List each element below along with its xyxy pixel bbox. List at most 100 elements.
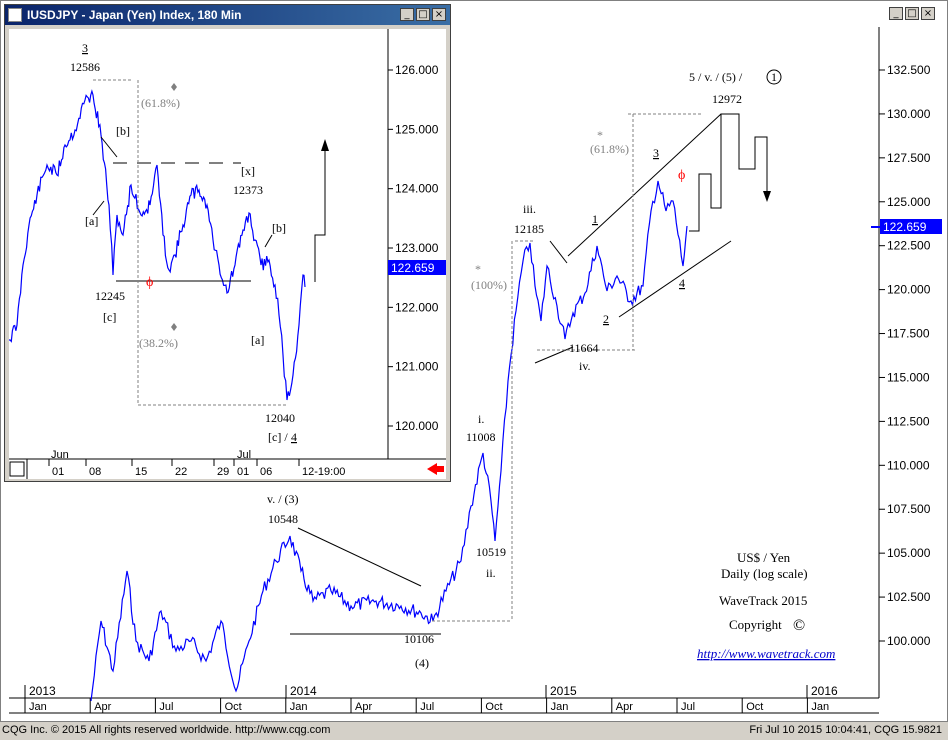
inset-label-fib-618: (61.8%) — [141, 96, 180, 110]
inset-y-axis: 126.000 125.000 124.000 123.000 122.000 121.0… — [388, 63, 439, 433]
label-star-100: * — [475, 262, 481, 276]
main-fib-lines — [432, 113, 701, 622]
pointer-12185 — [549, 240, 568, 264]
inset-x-axis: Jun Jul 01 08 15 22 29 01 06 12-19:00 — [48, 449, 345, 478]
status-bar: CQG Inc. © 2015 All rights reserved worl… — [0, 722, 948, 740]
main-chart: 132.500 130.000 127.500 125.000 122.500 120.0… — [9, 27, 942, 714]
main-y-tick-label: 132.500 — [887, 63, 931, 77]
main-month-label: Jul — [420, 701, 434, 713]
main-window-controls: _ □ × — [889, 7, 935, 20]
label-11008: 11008 — [466, 430, 496, 444]
label-star-618: * — [597, 128, 603, 142]
main-month-label: Apr — [94, 701, 111, 713]
inset-label-c4-a: [c] / — [268, 430, 288, 444]
main-y-tick-label: 127.500 — [887, 151, 931, 165]
inset-label-12586: 12586 — [70, 60, 100, 74]
inset-scroll-arrow-icon[interactable] — [427, 463, 444, 475]
main-year-label: 2014 — [290, 684, 317, 698]
label-ii: ii. — [486, 566, 496, 580]
inset-scroll-box[interactable] — [9, 461, 25, 477]
inset-fib-lines — [93, 79, 288, 406]
close-button[interactable]: × — [921, 7, 935, 20]
inset-label-12245: 12245 — [95, 289, 125, 303]
wavetrack-link[interactable]: http://www.wavetrack.com — [697, 646, 835, 661]
projected-path — [689, 113, 768, 232]
main-month-label: Oct — [225, 701, 242, 713]
label-i: i. — [478, 412, 484, 426]
main-month-label: Jul — [159, 701, 173, 713]
info-line3: WaveTrack 2015 — [719, 593, 807, 608]
inset-title-bar[interactable]: IUSDJPY - Japan (Yen) Index, 180 Min _ □… — [5, 5, 450, 25]
main-y-tick-label: 107.500 — [887, 502, 931, 516]
main-current-price: 122.659 — [883, 220, 927, 234]
inset-current-price: 122.659 — [391, 261, 435, 275]
inset-pointer-b1 — [100, 136, 118, 158]
main-y-tick-label: 117.500 — [887, 327, 930, 341]
inset-up-arrow-icon — [321, 139, 329, 151]
inset-day-label: 15 — [135, 466, 147, 478]
main-month-label: Jan — [29, 701, 47, 713]
info-block: US$ / Yen Daily (log scale) WaveTrack 20… — [697, 550, 835, 661]
inset-x-axis-area — [9, 459, 446, 479]
info-line2: Daily (log scale) — [721, 566, 808, 581]
inset-y-tick-label: 120.000 — [395, 419, 439, 433]
inset-label-a1: [a] — [85, 214, 98, 228]
inset-label-12040: 12040 — [265, 411, 295, 425]
label-iii: iii. — [523, 202, 536, 216]
label-v3: v. / (3) — [267, 492, 299, 506]
inset-label-c: [c] — [103, 310, 116, 324]
label-10106: 10106 — [404, 632, 434, 646]
inset-current-price-box — [388, 260, 446, 275]
main-y-tick-label: 112.500 — [887, 414, 930, 428]
inset-label-c4-b: 4 — [291, 430, 297, 444]
main-y-tick-label: 130.000 — [887, 107, 931, 121]
inset-label-b2: [b] — [272, 221, 286, 235]
inset-plot-area — [9, 29, 388, 459]
info-line4: Copyright — [729, 617, 782, 632]
main-month-label: Jul — [681, 701, 695, 713]
maximize-button[interactable]: □ — [905, 7, 919, 20]
inset-fib-618-marker-icon — [171, 83, 177, 91]
main-y-tick-label: 125.000 — [887, 195, 931, 209]
main-y-axis: 132.500 130.000 127.500 125.000 122.500 120.0… — [879, 63, 931, 648]
status-copyright: CQG Inc. © 2015 All rights reserved worl… — [2, 724, 331, 736]
main-y-tick-label: 110.000 — [887, 458, 930, 472]
inset-day-label: 12-19:00 — [302, 466, 345, 478]
label-12972: 12972 — [712, 92, 742, 106]
main-month-label: Oct — [485, 701, 502, 713]
label-w1: 1 — [592, 212, 598, 226]
inset-day-label: 29 — [217, 466, 229, 478]
inset-projection — [314, 149, 326, 282]
main-current-price-box — [880, 219, 942, 234]
inset-label-a2: [a] — [251, 333, 264, 347]
inset-day-label: 22 — [175, 466, 187, 478]
label-10548: 10548 — [268, 512, 298, 526]
minimize-button[interactable]: _ — [889, 7, 903, 20]
main-month-label: Oct — [746, 701, 763, 713]
inset-y-tick-label: 121.000 — [395, 360, 439, 374]
inset-label-w3: 3 — [82, 41, 88, 55]
label-w4: 4 — [679, 276, 685, 290]
main-month-label: Apr — [616, 701, 633, 713]
inset-maximize-button[interactable]: □ — [416, 8, 430, 21]
inset-day-label: 06 — [260, 466, 272, 478]
inset-label-fib-382: (38.2%) — [139, 336, 178, 350]
main-month-label: Jan — [290, 701, 308, 713]
label-10519: 10519 — [476, 545, 506, 559]
inset-chart: 126.000 125.000 124.000 123.000 122.000 121.0… — [9, 29, 446, 479]
label-w3: 3 — [653, 146, 659, 160]
pointer-11664 — [534, 346, 574, 364]
inset-y-tick-label: 124.000 — [395, 182, 439, 196]
inset-y-tick-label: 125.000 — [395, 122, 439, 136]
inset-label-x: [x] — [241, 164, 255, 178]
label-phi: ϕ — [678, 168, 685, 183]
inset-minimize-button[interactable]: _ — [400, 8, 414, 21]
trendline-channel-upper — [567, 113, 722, 257]
label-wave1-circle: 1 — [771, 70, 777, 84]
main-y-tick-label: 102.500 — [887, 590, 931, 604]
main-y-tick-label: 122.500 — [887, 239, 931, 253]
inset-window-controls: _ □ × — [400, 8, 446, 21]
inset-close-button[interactable]: × — [432, 8, 446, 21]
main-y-tick-label: 120.000 — [887, 283, 931, 297]
main-trendlines — [290, 113, 768, 635]
